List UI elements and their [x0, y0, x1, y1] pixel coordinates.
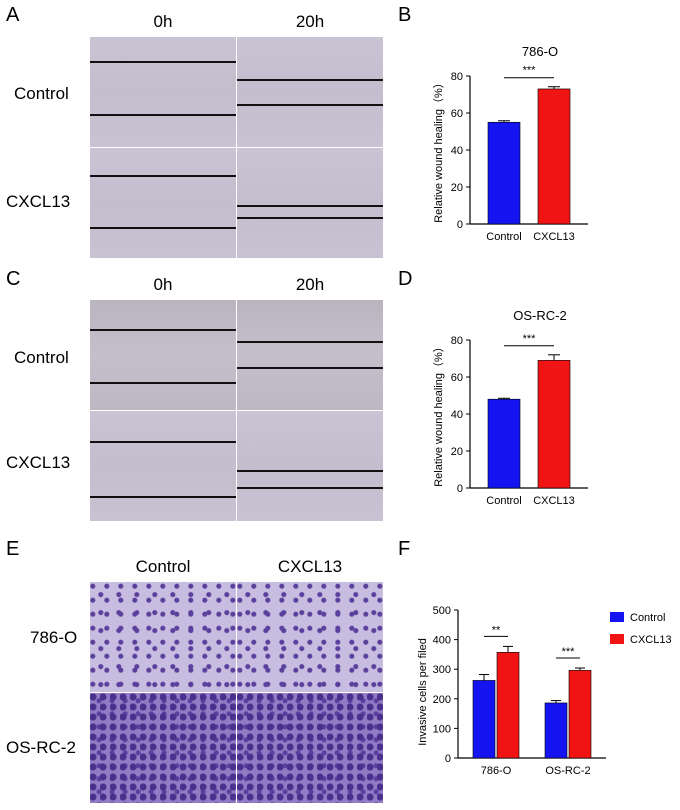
wound-edge-line	[237, 367, 383, 369]
significance-label: ***	[562, 646, 576, 658]
panel-letter-f: F	[398, 538, 411, 560]
wound-edge-line	[237, 470, 383, 472]
y-tick-label: 0	[457, 219, 463, 231]
wound-edge-line	[90, 114, 236, 116]
bar-cxcl13	[568, 670, 592, 759]
micrograph-a-control-20h	[237, 37, 383, 147]
y-tick-label: 0	[445, 753, 451, 765]
bar-cxcl13	[537, 360, 571, 489]
y-tick-label: 200	[433, 694, 451, 706]
y-tick-label: 80	[451, 335, 463, 347]
micrograph-a-control-0h	[90, 37, 236, 147]
wound-edge-line	[90, 61, 236, 63]
legend-swatch-cxcl13	[610, 634, 624, 644]
significance-label: ***	[523, 65, 537, 77]
row-label-cxcl13: CXCL13	[6, 192, 71, 211]
micrograph-a-cxcl13-20h	[237, 148, 383, 258]
legend-label-cxcl13: CXCL13	[630, 634, 672, 646]
micrograph-e-786o-control	[90, 582, 236, 692]
wound-edge-line	[90, 496, 236, 498]
bar-control	[487, 121, 521, 225]
y-tick-label: 300	[433, 664, 451, 676]
y-tick-label: 60	[451, 108, 463, 120]
panel-letter-e: E	[6, 538, 20, 560]
panel-letter-d: D	[398, 268, 413, 290]
micrograph-e-osrc2-cxcl13	[237, 693, 383, 803]
y-tick-label: 40	[451, 145, 463, 157]
y-tick-label: 80	[451, 71, 463, 83]
micrograph-c-cxcl13-20h	[237, 411, 383, 521]
legend-label-control: Control	[630, 612, 665, 624]
wound-edge-line	[90, 227, 236, 229]
row-label-osrc2: OS-RC-2	[6, 738, 76, 757]
y-axis-label: Invasive cells per filed	[417, 638, 429, 746]
bar-control	[472, 680, 496, 759]
bar-control	[487, 398, 521, 489]
wound-edge-line	[90, 175, 236, 177]
col-label-0h: 0h	[153, 12, 173, 31]
chart-title: OS-RC-2	[513, 308, 566, 323]
wound-edge-line	[237, 79, 383, 81]
wound-edge-line	[90, 382, 236, 384]
wound-edge-line	[237, 104, 383, 106]
col-label-cxcl13: CXCL13	[277, 557, 343, 576]
micrograph-c-cxcl13-0h	[90, 411, 236, 521]
col-label-0h: 0h	[153, 275, 173, 294]
micrograph-e-osrc2-control	[90, 693, 236, 803]
row-label-786o: 786-O	[30, 628, 78, 647]
wound-edge-line	[90, 329, 236, 331]
legend-swatch-control	[610, 612, 624, 622]
bar-cxcl13	[496, 652, 520, 759]
col-label-control: Control	[135, 557, 191, 576]
y-tick-label: 60	[451, 372, 463, 384]
y-axis-label: Relative wound healing（%）	[432, 77, 445, 223]
col-label-20h: 20h	[295, 275, 325, 294]
micrograph-c-control-20h	[237, 300, 383, 410]
x-tick-label: CXCL13	[533, 495, 575, 507]
row-label-cxcl13: CXCL13	[6, 453, 71, 472]
y-tick-label: 20	[451, 446, 463, 458]
y-tick-label: 500	[433, 605, 451, 617]
col-label-20h: 20h	[295, 12, 325, 31]
y-tick-label: 20	[451, 182, 463, 194]
row-label-control: Control	[14, 84, 69, 103]
panel-letter-b: B	[398, 4, 412, 26]
chart-f-invasion: 0 100 200 300 400 500 Invasive cells per filed…	[417, 605, 672, 777]
y-axis-label: Relative wound healing（%）	[432, 341, 445, 487]
x-tick-label: Control	[486, 231, 521, 243]
wound-edge-line	[237, 217, 383, 219]
micrograph-a-cxcl13-0h	[90, 148, 236, 258]
y-tick-label: 100	[433, 723, 451, 735]
chart-title: 786-O	[522, 44, 558, 59]
x-tick-label: Control	[486, 495, 521, 507]
y-tick-label: 0	[457, 483, 463, 495]
y-tick-label: 400	[433, 635, 451, 647]
x-tick-label: CXCL13	[533, 231, 575, 243]
panel-letter-c: C	[6, 268, 21, 290]
micrograph-e-786o-cxcl13	[237, 582, 383, 692]
wound-edge-line	[237, 205, 383, 207]
x-tick-label: OS-RC-2	[545, 765, 590, 777]
bar-control	[544, 702, 568, 759]
micrograph-c-control-0h	[90, 300, 236, 410]
y-tick-label: 40	[451, 409, 463, 421]
wound-edge-line	[90, 441, 236, 443]
wound-edge-line	[237, 341, 383, 343]
x-tick-label: 786-O	[481, 765, 512, 777]
chart-d-osrc2: OS-RC-2 0 20 40 60 80 Relative wound healing（%…	[432, 308, 588, 507]
significance-label: ***	[523, 333, 537, 345]
bar-cxcl13	[537, 88, 571, 225]
significance-label: **	[492, 624, 501, 636]
chart-b-786o: 786-O 0 20 40 60 80 Relative wound healing（%） C…	[432, 44, 588, 243]
panel-letter-a: A	[6, 4, 20, 26]
wound-edge-line	[237, 487, 383, 489]
row-label-control: Control	[14, 348, 69, 367]
